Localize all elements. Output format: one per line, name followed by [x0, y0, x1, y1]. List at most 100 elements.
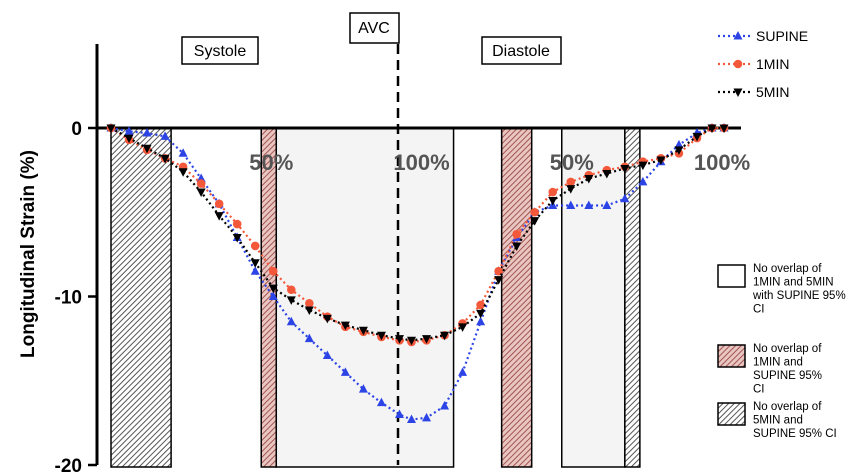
data-point [584, 200, 594, 210]
data-point [458, 323, 468, 332]
data-point [674, 139, 684, 149]
key-text-line: No overlap of [753, 343, 822, 355]
data-point [602, 169, 612, 179]
percent-label: 50% [249, 150, 293, 175]
data-point [638, 161, 648, 171]
data-point [566, 200, 576, 210]
legend: SUPINE 1MIN 5MIN [718, 28, 808, 100]
data-point [287, 285, 296, 295]
legend-label: 5MIN [756, 84, 789, 100]
data-point [376, 331, 386, 341]
data-series [106, 123, 729, 424]
shaded-region-black-5 [624, 127, 641, 468]
systole-label: Systole [194, 43, 247, 60]
data-point [584, 175, 594, 184]
y-tick-label: 0 [71, 119, 82, 140]
data-point [512, 229, 521, 239]
data-point [286, 296, 296, 305]
legend-item-5min: 5MIN [718, 84, 789, 100]
data-point [214, 212, 224, 221]
shaded-region-black-0 [110, 127, 172, 468]
data-point [440, 401, 450, 410]
data-point [178, 168, 188, 177]
data-point [656, 156, 666, 166]
data-point [305, 298, 314, 308]
x-annotations: 50% 100% 50% 100% [249, 150, 750, 175]
avc-label: AVC [358, 20, 390, 37]
data-point [512, 242, 522, 251]
diastole-label: Diastole [492, 43, 550, 60]
data-point [160, 131, 170, 140]
data-point [692, 132, 702, 142]
key-text-line: SUPINE 95% [753, 370, 822, 382]
data-point [530, 217, 540, 226]
y-tick-label: -20 [55, 456, 82, 476]
data-point [733, 59, 743, 69]
data-point [530, 207, 540, 217]
data-point [548, 196, 558, 206]
data-point [304, 306, 314, 315]
data-point [422, 412, 432, 422]
data-point [638, 176, 648, 186]
key-text-line: CI [753, 384, 765, 396]
data-point [674, 146, 684, 155]
data-point [620, 193, 630, 203]
data-point [620, 164, 630, 174]
data-point [124, 134, 134, 144]
data-point [304, 333, 314, 343]
data-point [178, 148, 188, 157]
data-point [160, 154, 170, 164]
data-point [476, 309, 486, 319]
data-point [286, 316, 296, 326]
data-point [106, 124, 116, 133]
key-text-line: No overlap of [753, 263, 822, 275]
y-axis-label: Longitudinal Strain (%) [18, 150, 39, 358]
legend-item-1min: 1MIN [718, 56, 789, 72]
shaded-regions [110, 127, 641, 468]
data-point [268, 266, 278, 276]
legend-label: 1MIN [756, 56, 789, 72]
data-point [733, 88, 743, 97]
data-point [458, 367, 468, 376]
data-point [394, 409, 404, 418]
key-text-line: SUPINE 95% CI [753, 428, 837, 440]
data-point [422, 335, 432, 344]
key-swatch [717, 402, 746, 426]
data-point [476, 316, 486, 326]
key-swatch [717, 344, 746, 368]
legend-label: SUPINE [756, 28, 808, 44]
diastole-label-box: Diastole [481, 36, 562, 65]
data-point [322, 314, 332, 324]
data-point [476, 300, 485, 310]
data-point [566, 185, 576, 194]
key-text-line: with SUPINE 95% [752, 290, 846, 302]
data-point [196, 179, 206, 188]
key-text-line: No overlap of [753, 401, 822, 413]
data-point [358, 384, 368, 393]
key-swatch [717, 264, 746, 288]
data-point [250, 241, 260, 251]
key-text-line: 1MIN and [753, 357, 803, 369]
data-point [602, 200, 612, 210]
data-point [196, 188, 206, 198]
data-point [214, 199, 224, 209]
data-point [494, 276, 504, 285]
data-point [376, 397, 386, 407]
systole-label-box: Systole [181, 36, 259, 65]
data-point [250, 266, 260, 275]
shaded-region-white-2 [275, 127, 455, 468]
key-text-line: CI [753, 304, 765, 316]
key-text-line: 5MIN and [753, 415, 803, 427]
series-line [110, 126, 724, 342]
data-point [268, 291, 278, 300]
data-point [407, 336, 416, 346]
data-point [707, 124, 717, 133]
legend-item-supine: SUPINE [718, 28, 808, 44]
data-point [124, 126, 134, 135]
data-point [340, 321, 350, 331]
